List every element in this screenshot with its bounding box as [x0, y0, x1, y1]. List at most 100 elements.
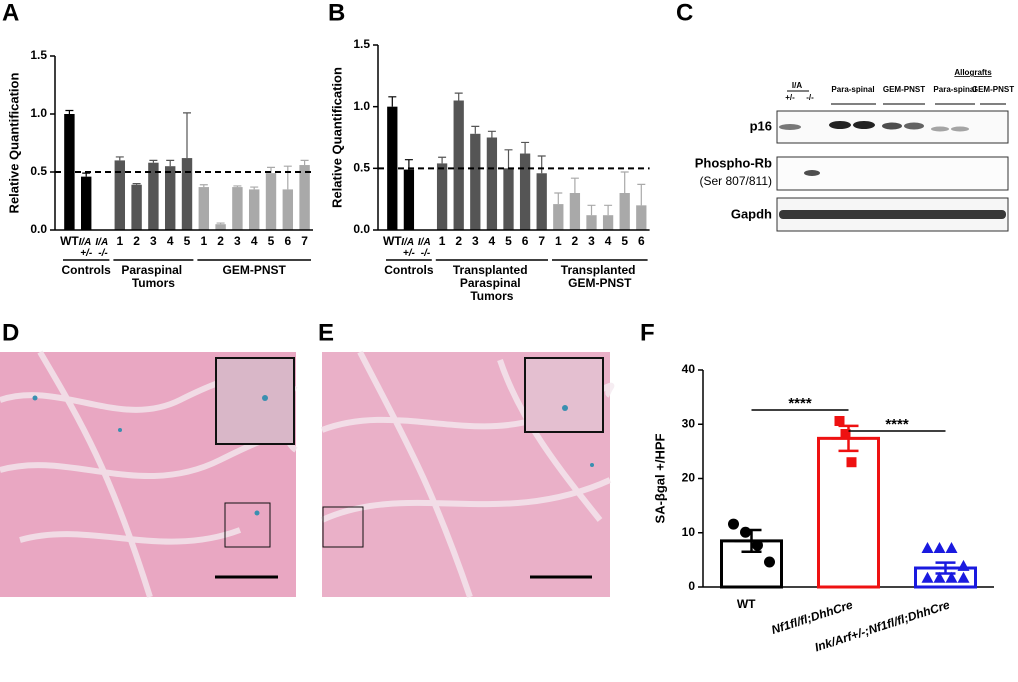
- x-tick-label: 6: [522, 234, 529, 248]
- x-tick-label: WT: [737, 597, 756, 611]
- point: [921, 541, 934, 553]
- bar: [519, 153, 531, 230]
- panel-letter: F: [640, 319, 655, 346]
- bar: [436, 163, 448, 230]
- point: [846, 457, 857, 468]
- bar: [470, 133, 481, 230]
- bar: [299, 165, 310, 230]
- group-label: Paraspinal Tumors: [121, 263, 185, 290]
- panel-letter: E: [318, 319, 334, 346]
- bar: [232, 187, 243, 230]
- bar: [80, 176, 92, 230]
- x-tick-label: 1: [200, 234, 207, 248]
- error-bar: [928, 561, 963, 575]
- y-tick-label: 0: [688, 579, 695, 593]
- point: [921, 571, 934, 583]
- bar: [148, 162, 159, 230]
- x-tick-label: 7: [301, 234, 308, 248]
- y-tick-label: 40: [682, 362, 696, 376]
- panel-letter: A: [2, 0, 19, 26]
- x-tick-label: 2: [455, 234, 462, 248]
- point: [764, 556, 775, 568]
- blot-label: GEM-PNST: [972, 85, 1014, 94]
- x-tick-label: 5: [505, 234, 512, 248]
- bar: [553, 204, 564, 230]
- y-tick-label: 1.0: [353, 99, 370, 113]
- western-blot: I/A +/- -/- Para-spinal GEM-PNST Allogra…: [695, 68, 1014, 232]
- x-tick-label: 4: [489, 234, 496, 248]
- y-axis-label: Relative Quantification: [329, 67, 344, 208]
- group-label: Transplanted GEM-PNST: [561, 263, 639, 290]
- error-bar: [487, 130, 496, 138]
- bar: [486, 137, 498, 230]
- panel-letter: C: [676, 0, 693, 26]
- y-tick-label: 1.5: [353, 37, 370, 51]
- error-bar: [637, 183, 646, 206]
- error-bar: [216, 222, 225, 225]
- x-tick-label: 2: [133, 234, 140, 248]
- x-tick-label: 3: [588, 234, 595, 248]
- panel-letter: B: [328, 0, 345, 26]
- error-bar: [233, 185, 242, 188]
- bar: [131, 184, 142, 230]
- x-tick-label: 1: [116, 234, 123, 248]
- x-tick-label: 3: [472, 234, 479, 248]
- x-tick-label: I/A +/-: [79, 237, 94, 259]
- bar: [636, 205, 647, 230]
- error-bar: [504, 149, 513, 169]
- point: [957, 571, 970, 583]
- bar: [198, 187, 210, 230]
- y-tick-label: 0.0: [30, 222, 47, 236]
- error-bar: [82, 172, 91, 177]
- point: [945, 571, 958, 583]
- y-axis-label: SA-βgal +/HPF: [652, 433, 667, 523]
- error-bar: [604, 204, 613, 216]
- x-tick-label: I/A -/-: [95, 237, 110, 259]
- x-tick-label: 1: [439, 234, 446, 248]
- error-bar: [521, 141, 530, 154]
- bar: [265, 173, 277, 230]
- blot-label: Para-spinal: [831, 85, 874, 94]
- error-bar: [438, 156, 447, 164]
- point: [945, 541, 958, 553]
- point: [740, 526, 751, 538]
- error-bar: [570, 177, 579, 193]
- y-tick-label: 10: [682, 525, 696, 539]
- x-tick-label: I/A +/-: [401, 237, 416, 259]
- bar: [536, 173, 547, 230]
- blot-label: Para-spinal: [933, 85, 976, 94]
- bar: [181, 158, 193, 230]
- bar: [403, 169, 415, 230]
- bar: [282, 189, 294, 230]
- blot-label: I/A: [792, 81, 802, 90]
- y-tick-label: 1.0: [30, 106, 47, 120]
- y-tick-label: 1.5: [30, 48, 47, 62]
- error-bar: [471, 125, 480, 134]
- group-label: Transplanted Paraspinal Tumors: [453, 263, 531, 303]
- error-bar: [620, 171, 629, 193]
- error-bar: [454, 92, 463, 101]
- blot-row-label: (Ser 807/811): [700, 174, 773, 188]
- y-tick-label: 0.5: [353, 161, 370, 175]
- error-bar: [65, 109, 74, 114]
- error-bar: [537, 155, 546, 174]
- y-tick-label: 0.5: [30, 164, 47, 178]
- blot-row-label: Phospho-Rb: [695, 155, 772, 170]
- bar: [569, 193, 581, 230]
- bar: [619, 193, 630, 230]
- bar: [215, 224, 226, 230]
- point: [728, 518, 739, 530]
- histology-image: [320, 350, 615, 598]
- bar: [114, 160, 126, 230]
- error-bar: [283, 165, 292, 190]
- x-tick-label: 1: [555, 234, 562, 248]
- group-label: Controls: [384, 263, 434, 277]
- point: [840, 429, 851, 440]
- error-bar: [734, 528, 769, 553]
- point: [933, 541, 946, 553]
- group-label: GEM-PNST: [223, 263, 287, 277]
- x-tick-label: WT: [383, 234, 402, 248]
- y-tick-label: 20: [682, 471, 696, 485]
- bar: [164, 166, 176, 230]
